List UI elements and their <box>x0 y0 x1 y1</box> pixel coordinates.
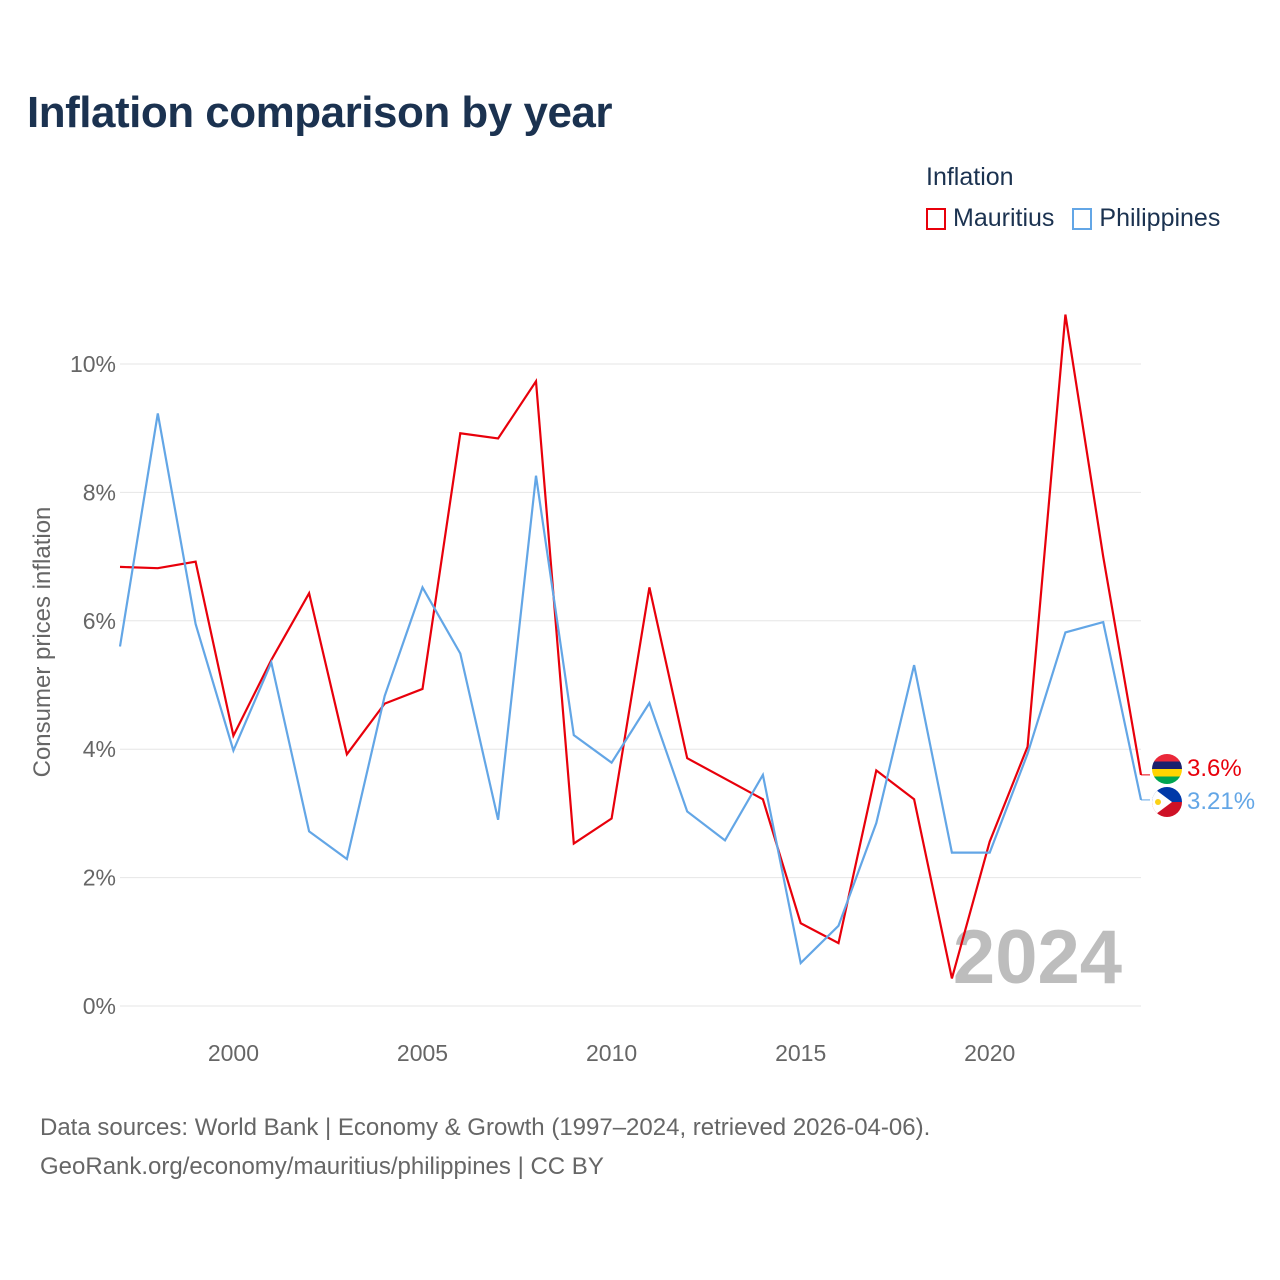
x-tick-label: 2020 <box>964 1040 1015 1066</box>
series-line-philippines <box>118 413 1143 966</box>
y-tick-label: 4% <box>83 736 116 762</box>
chart-title: Inflation comparison by year <box>27 88 613 137</box>
series-line-mauritius <box>119 314 1143 979</box>
gridlines <box>120 363 1141 1007</box>
y-tick-label: 0% <box>83 993 116 1019</box>
legend: Mauritius Philippines <box>926 204 1238 233</box>
y-tick-label: 8% <box>83 479 116 505</box>
x-tick-label: 2000 <box>208 1040 259 1066</box>
source-line-1: Data sources: World Bank | Economy & Gro… <box>40 1114 931 1141</box>
legend-swatch-philippines <box>1072 207 1093 230</box>
end-label-philippines: 3.21% <box>1187 788 1255 815</box>
legend-swatch-mauritius <box>926 207 946 230</box>
legend-label-mauritius: Mauritius <box>953 204 1055 232</box>
year-watermark: 2024 <box>953 915 1122 1000</box>
y-axis-label: Consumer prices inflation <box>29 507 56 778</box>
legend-label-philippines: Philippines <box>1099 204 1221 232</box>
series-lines <box>118 314 1143 979</box>
x-tick-label: 2005 <box>397 1040 448 1066</box>
legend-title: Inflation <box>926 163 1014 191</box>
end-labels: 3.6% 3.21% <box>1141 755 1255 815</box>
y-tick-label: 10% <box>70 351 116 377</box>
x-tick-label: 2015 <box>775 1040 826 1066</box>
source-line-2[interactable]: GeoRank.org/economy/mauritius/philippine… <box>40 1153 604 1180</box>
mauritius-flag-icon <box>1152 754 1182 784</box>
end-label-mauritius: 3.6% <box>1187 755 1242 782</box>
y-tick-label: 6% <box>83 608 116 634</box>
legend-item-philippines[interactable]: Philippines <box>1072 204 1220 233</box>
y-tick-label: 2% <box>83 865 116 891</box>
source-note: Data sources: World Bank | Economy & Gro… <box>40 1108 930 1186</box>
legend-item-mauritius[interactable]: Mauritius <box>926 204 1054 233</box>
x-tick-label: 2010 <box>586 1040 637 1066</box>
x-axis-ticks: 2000 2005 2010 2015 2020 <box>208 1040 1015 1066</box>
y-axis-ticks: 0% 2% 4% 6% 8% 10% <box>70 351 116 1019</box>
philippines-flag-icon <box>1152 787 1182 817</box>
